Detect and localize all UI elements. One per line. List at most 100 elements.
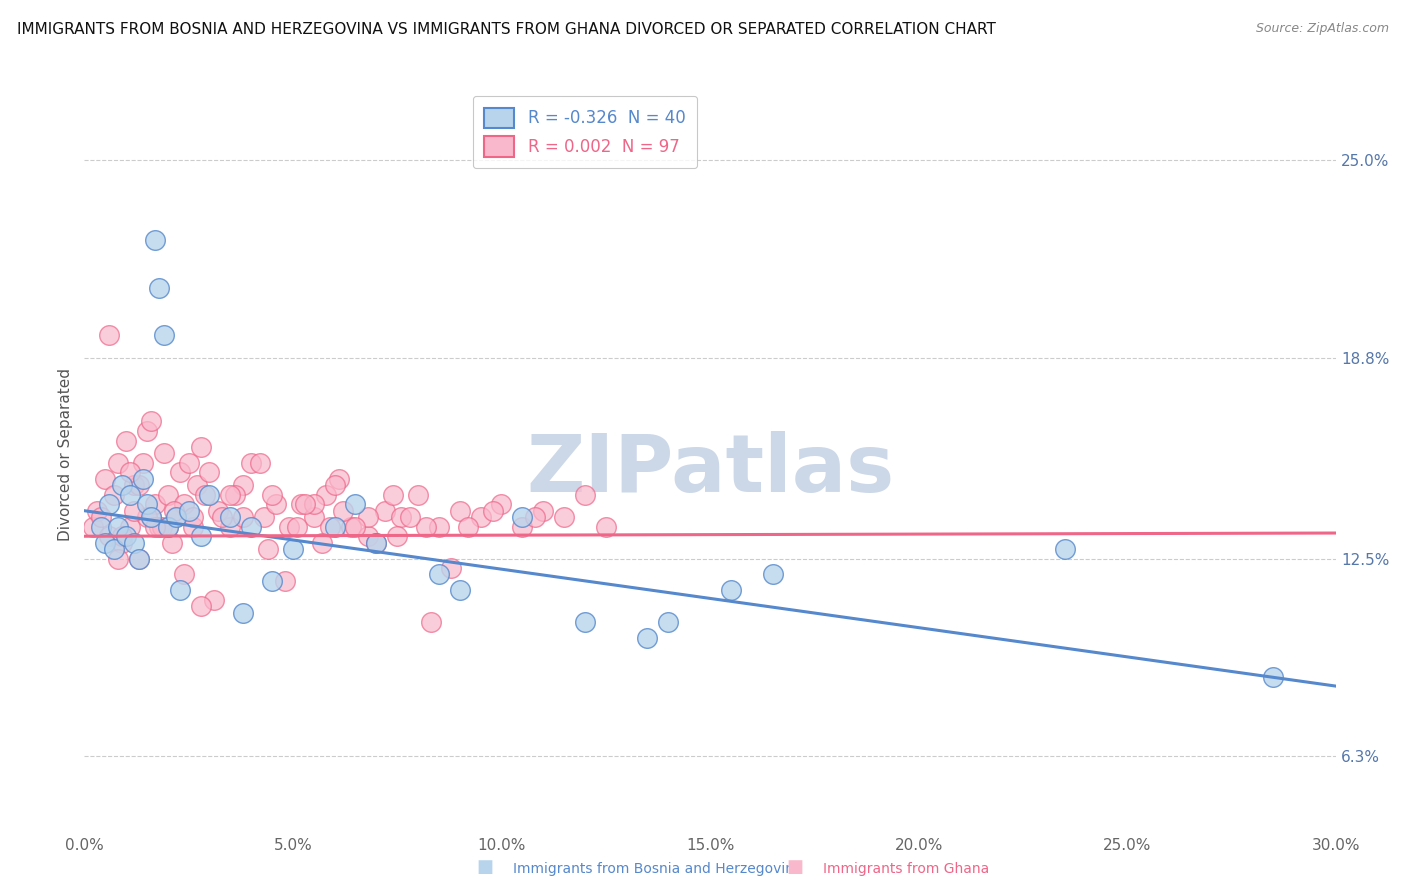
Point: [290, 497, 312, 511]
Point: [302, 497, 325, 511]
Point: [762, 567, 785, 582]
Text: ■: ■: [786, 858, 803, 876]
Point: [152, 446, 174, 460]
Point: [163, 504, 186, 518]
Point: [232, 606, 254, 620]
Point: [219, 488, 242, 502]
Point: [219, 510, 242, 524]
Point: [415, 519, 437, 533]
Point: [98, 497, 121, 511]
Point: [449, 504, 471, 518]
Point: [94, 535, 117, 549]
Point: [219, 519, 242, 533]
Point: [169, 466, 191, 480]
Point: [240, 456, 263, 470]
Point: [264, 497, 287, 511]
Point: [427, 519, 450, 533]
Point: [357, 510, 380, 524]
Point: [139, 510, 162, 524]
Point: [328, 472, 350, 486]
Point: [150, 519, 173, 533]
Point: [173, 497, 195, 511]
Point: [194, 488, 217, 502]
Point: [156, 519, 179, 533]
Point: [128, 551, 150, 566]
Point: [186, 478, 208, 492]
Point: [128, 551, 150, 566]
Point: [143, 497, 166, 511]
Text: ■: ■: [477, 858, 494, 876]
Point: [273, 574, 295, 588]
Point: [449, 583, 471, 598]
Point: [124, 535, 146, 549]
Point: [595, 519, 617, 533]
Point: [107, 519, 129, 533]
Point: [720, 583, 742, 598]
Point: [340, 519, 363, 533]
Point: [139, 414, 162, 428]
Point: [94, 472, 117, 486]
Point: [398, 510, 420, 524]
Point: [152, 328, 174, 343]
Point: [294, 497, 316, 511]
Point: [107, 456, 129, 470]
Point: [657, 615, 679, 630]
Point: [143, 519, 166, 533]
Point: [457, 519, 479, 533]
Point: [124, 478, 146, 492]
Point: [366, 535, 388, 549]
Point: [103, 488, 125, 502]
Point: [111, 478, 134, 492]
Point: [111, 535, 134, 549]
Point: [382, 488, 405, 502]
Point: [319, 519, 342, 533]
Point: [637, 632, 659, 646]
Point: [177, 504, 200, 518]
Point: [136, 510, 159, 524]
Point: [165, 510, 187, 524]
Point: [181, 510, 204, 524]
Point: [389, 510, 412, 524]
Point: [482, 504, 505, 518]
Point: [512, 519, 534, 533]
Point: [190, 529, 212, 543]
Point: [232, 478, 254, 492]
Text: Immigrants from Ghana: Immigrants from Ghana: [823, 862, 988, 876]
Y-axis label: Divorced or Separated: Divorced or Separated: [58, 368, 73, 541]
Point: [190, 440, 212, 454]
Point: [111, 529, 134, 543]
Point: [173, 567, 195, 582]
Point: [419, 615, 441, 630]
Point: [132, 472, 155, 486]
Point: [385, 529, 409, 543]
Point: [366, 535, 388, 549]
Point: [440, 561, 463, 575]
Point: [262, 574, 284, 588]
Point: [277, 519, 299, 533]
Point: [156, 488, 179, 502]
Point: [156, 519, 179, 533]
Point: [574, 488, 596, 502]
Point: [169, 583, 191, 598]
Point: [240, 519, 263, 533]
Point: [198, 488, 221, 502]
Point: [302, 510, 325, 524]
Text: IMMIGRANTS FROM BOSNIA AND HERZEGOVINA VS IMMIGRANTS FROM GHANA DIVORCED OR SEPA: IMMIGRANTS FROM BOSNIA AND HERZEGOVINA V…: [17, 22, 995, 37]
Point: [512, 510, 534, 524]
Text: ZIPatlas: ZIPatlas: [526, 431, 894, 509]
Point: [211, 510, 233, 524]
Point: [120, 519, 142, 533]
Point: [148, 519, 170, 533]
Point: [285, 519, 308, 533]
Point: [177, 456, 200, 470]
Legend: R = -0.326  N = 40, R = 0.002  N = 97: R = -0.326 N = 40, R = 0.002 N = 97: [472, 96, 697, 169]
Point: [344, 519, 367, 533]
Point: [90, 510, 112, 524]
Point: [262, 488, 284, 502]
Point: [315, 488, 337, 502]
Point: [427, 567, 450, 582]
Point: [344, 497, 367, 511]
Point: [148, 280, 170, 294]
Point: [332, 504, 354, 518]
Point: [253, 510, 276, 524]
